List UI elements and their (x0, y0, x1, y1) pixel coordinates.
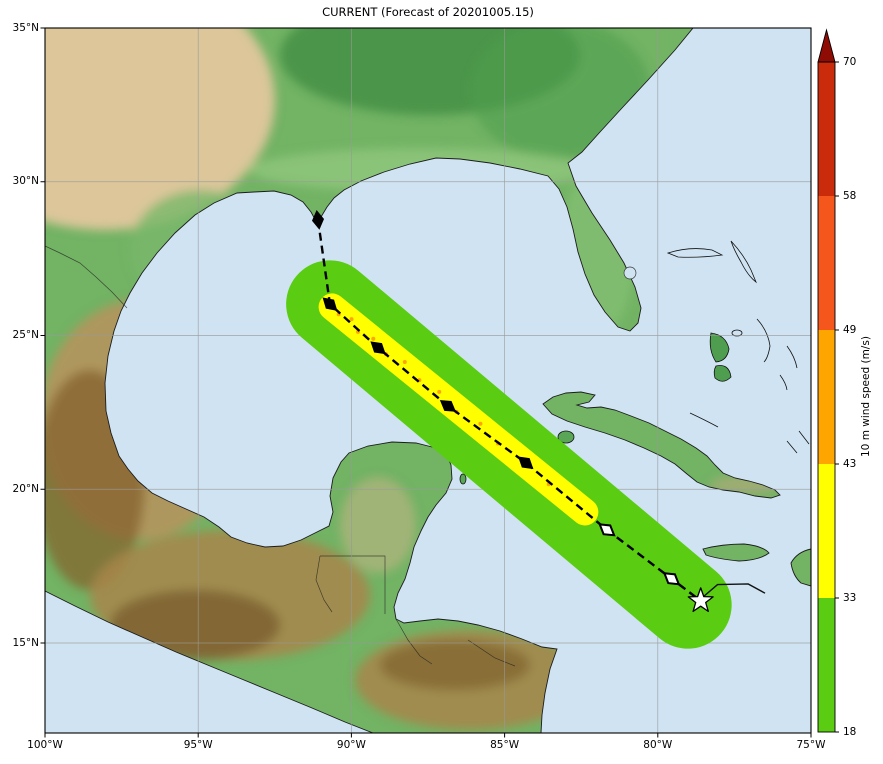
colorbar-over-arrow (817, 28, 836, 63)
y-tick-label: 30°N (12, 175, 39, 188)
observed-track-line (702, 583, 766, 598)
y-tick-label: 25°N (12, 329, 39, 341)
y-tick-label: 15°N (12, 636, 39, 649)
x-tick-label: 85°W (490, 739, 520, 751)
y-tick-label: 35°N (12, 21, 39, 34)
colorbar-segment-58-70 (818, 62, 835, 196)
colorbar-segment-18-33 (818, 598, 835, 732)
x-tick-label: 95°W (183, 739, 213, 751)
swath-core-speck-43ms (371, 336, 376, 341)
colorbar-segment-33-43 (818, 464, 835, 598)
current-position-star (687, 587, 714, 613)
colorbar-tick-label: 58 (843, 189, 857, 202)
forecast-waypoint-filled-diamond (518, 456, 534, 470)
basemap (45, 28, 811, 733)
storm-track (311, 210, 766, 613)
plot-frame (44, 27, 812, 734)
forecast-waypoint-open-diamond (662, 572, 681, 586)
forecast-waypoint-filled-diamond (370, 341, 386, 355)
x-tick-label: 90°W (336, 739, 366, 751)
colorbar-tick-label: 33 (843, 591, 857, 604)
colorbar-tick-label: 49 (843, 323, 857, 336)
lake-okeechobee (623, 266, 637, 280)
forecast-waypoint-filled-diamond (311, 210, 325, 230)
x-tick-label: 75°W (796, 739, 826, 751)
x-tick-label: 80°W (643, 739, 673, 751)
forecast-waypoint-filled-diamond (322, 297, 338, 311)
colorbar-tick-label: 43 (843, 457, 857, 470)
swath-core-speck-43ms (402, 359, 407, 364)
swath-core-speck-43ms (478, 421, 483, 426)
axis-ticks (40, 27, 812, 738)
swath-core-speck-43ms (437, 389, 442, 394)
wind-swath (286, 260, 732, 649)
forecast-waypoint-open-diamond (598, 523, 616, 537)
figure-title: CURRENT (Forecast of 20201005.15) (322, 5, 534, 19)
colorbar-tick-label: 70 (843, 55, 857, 68)
swath-core-speck-43ms (349, 317, 354, 322)
colorbar-segment-43-49 (818, 330, 835, 464)
colorbar-tick-label: 18 (843, 725, 857, 738)
forecast-waypoint-filled-diamond (439, 400, 456, 412)
y-tick-label: 20°N (12, 482, 39, 495)
forecast-track-line (316, 219, 702, 602)
country-borders (45, 245, 516, 667)
x-tick-label: 100°W (27, 739, 63, 751)
colorbar-segment-49-58 (818, 196, 835, 330)
colorbar (817, 28, 839, 733)
colorbar-unit-label: 10 m wind speed (m/s) (860, 336, 872, 458)
small-islands (459, 240, 810, 485)
swath-inner-33ms (318, 293, 599, 526)
